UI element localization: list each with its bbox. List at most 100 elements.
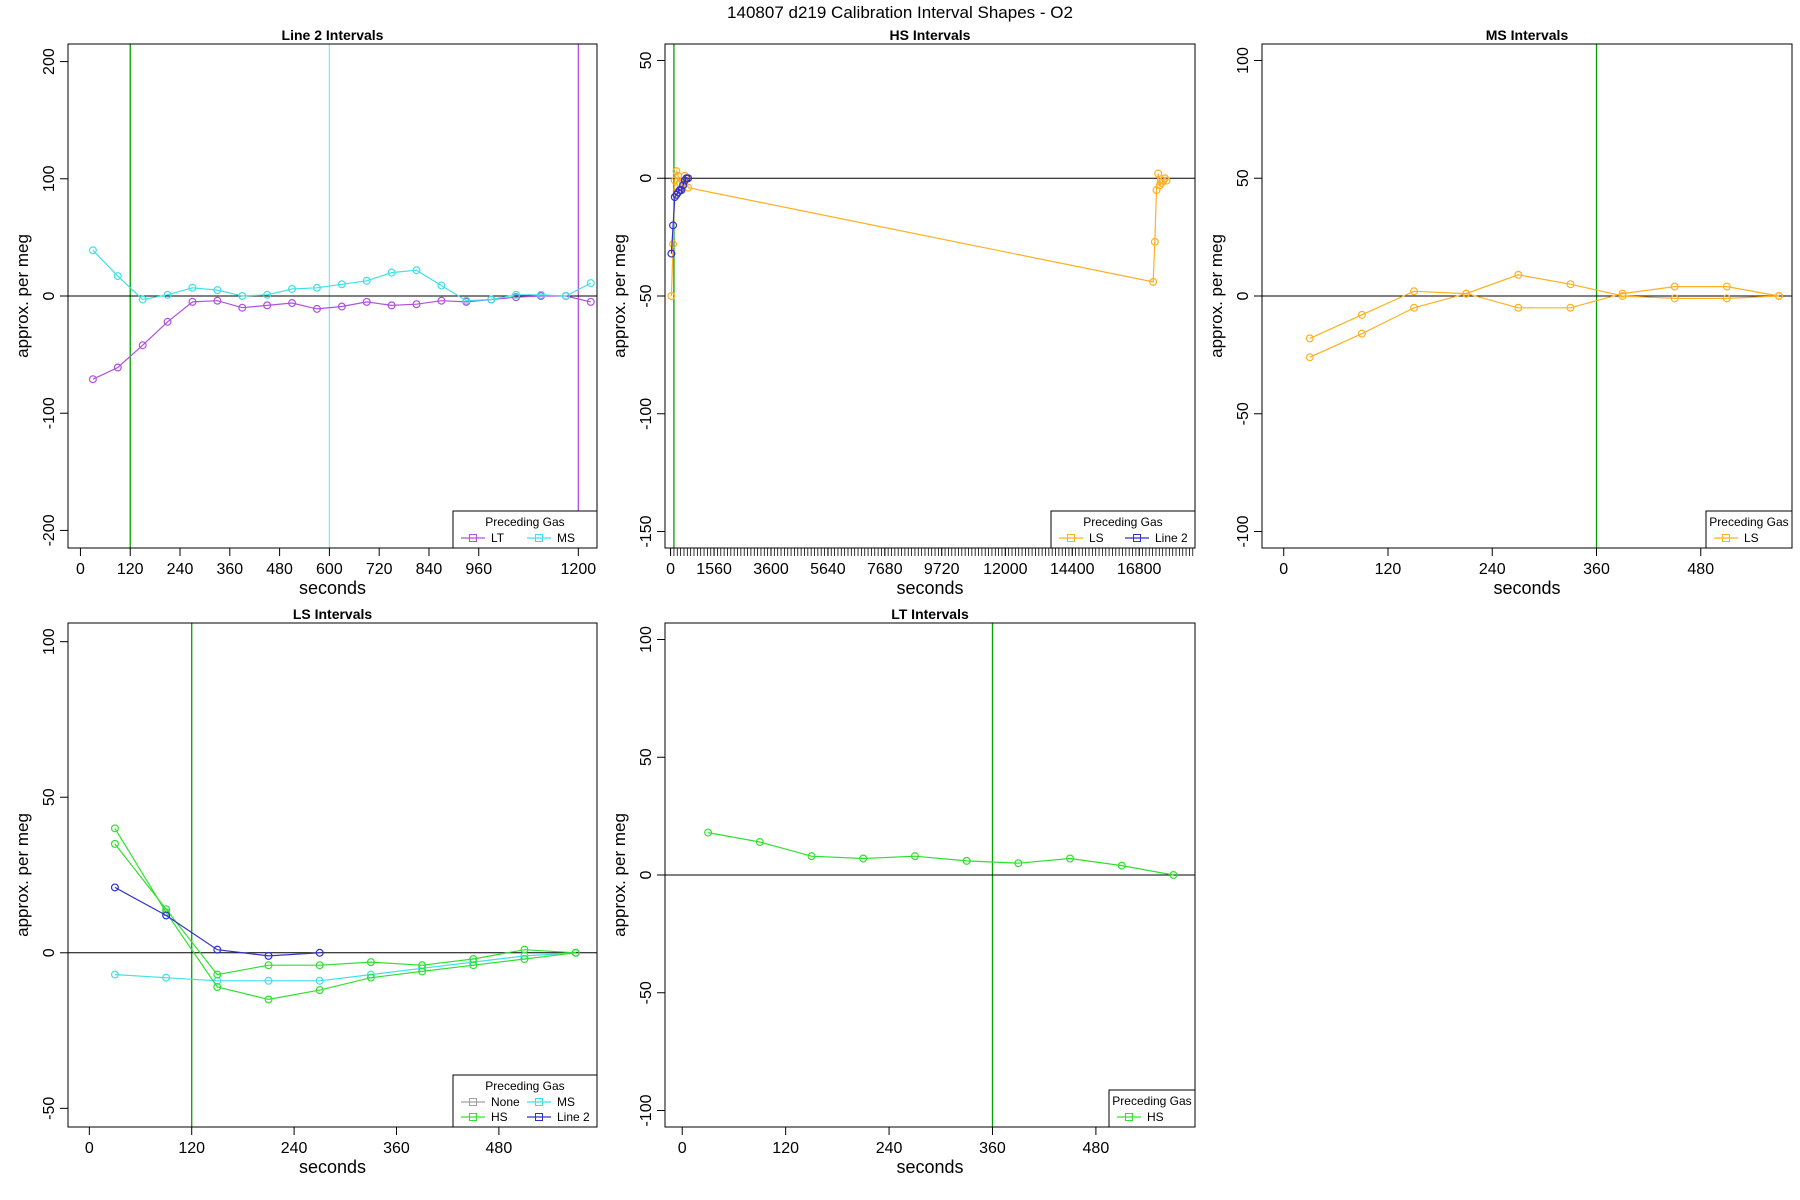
data-point (1066, 854, 1075, 863)
data-point (264, 951, 273, 960)
series-line (114, 827, 576, 1001)
y-axis-label: approx. per meg (610, 813, 629, 937)
data-point (1154, 169, 1163, 178)
data-point (263, 301, 272, 310)
data-point (1722, 282, 1731, 291)
data-point (312, 304, 321, 313)
y-tick-label: 50 (638, 748, 655, 766)
data-point (1162, 176, 1171, 185)
x-axis-label: seconds (896, 1157, 963, 1177)
data-point (684, 183, 693, 192)
y-tick-label: -50 (1235, 402, 1252, 425)
data-point (264, 976, 273, 985)
data-point (1160, 174, 1169, 183)
data-point (859, 854, 868, 863)
x-tick-label: 0 (76, 561, 85, 578)
data-point (684, 174, 693, 183)
data-point (667, 292, 676, 301)
legend-marker (1722, 534, 1730, 542)
y-tick-label: 0 (1235, 291, 1252, 300)
data-point (910, 852, 919, 861)
y-tick-label: 50 (41, 788, 58, 806)
data-point (188, 297, 197, 306)
data-point (586, 279, 595, 288)
chart-panel: LS Intervals 0 120 240 360 480 seconds -50 0 50 10… (13, 606, 598, 1177)
legend-title: Preceding Gas (485, 515, 564, 529)
y-tick-label: 50 (1235, 169, 1252, 187)
data-point (264, 961, 273, 970)
legend-label: Line 2 (557, 1110, 590, 1124)
legend-label: LS (1744, 531, 1759, 545)
y-tick-label: 50 (638, 52, 655, 70)
data-point (469, 954, 478, 963)
x-axis-label: seconds (1493, 578, 1560, 598)
chart-panel: Line 2 Intervals 0 120 240 360 480 600 720 840 96… (13, 27, 598, 598)
x-tick-label: 1200 (561, 561, 597, 578)
data-point (1150, 237, 1159, 246)
y-tick-label: 0 (41, 291, 58, 300)
y-tick-label: -100 (638, 1094, 655, 1126)
x-tick-label: 360 (979, 1140, 1006, 1157)
legend: Preceding Gas LT MS (452, 510, 598, 549)
data-point (1305, 334, 1314, 343)
data-point (1618, 289, 1627, 298)
y-tick-label: -50 (41, 1097, 58, 1120)
chart-title: LT Intervals (891, 606, 969, 622)
data-point (1566, 280, 1575, 289)
data-point (1117, 861, 1126, 870)
chart-title: HS Intervals (890, 27, 971, 43)
data-point (1618, 292, 1627, 301)
data-point (238, 292, 247, 301)
data-point (110, 824, 119, 833)
x-tick-label: 0 (85, 1140, 94, 1157)
data-point (755, 838, 764, 847)
data-point (138, 295, 147, 304)
series-line (114, 952, 576, 982)
data-point (679, 181, 688, 190)
series-line (670, 168, 1167, 297)
legend-label: None (491, 1095, 520, 1109)
x-tick-label: 120 (117, 561, 144, 578)
legend-marker (535, 1113, 543, 1121)
data-point (1014, 859, 1023, 868)
legend: Preceding Gas HS (1108, 1089, 1196, 1128)
data-point (113, 272, 122, 281)
data-point (962, 856, 971, 865)
data-point (315, 976, 324, 985)
data-point (213, 296, 222, 305)
data-point (366, 973, 375, 982)
data-point (315, 961, 324, 970)
data-point (110, 839, 119, 848)
y-axis-label: approx. per meg (1207, 234, 1226, 358)
data-point (437, 281, 446, 290)
data-point (213, 945, 222, 954)
data-point (1774, 292, 1783, 301)
series-line (114, 843, 576, 976)
data-point (418, 961, 427, 970)
data-point (1462, 289, 1471, 298)
x-tick-label: 360 (1583, 561, 1610, 578)
y-tick-label: 100 (41, 165, 58, 192)
data-point (412, 266, 421, 275)
data-point (512, 290, 521, 299)
x-tick-label: 480 (486, 1140, 513, 1157)
x-tick-label: 7680 (867, 561, 903, 578)
x-tick-label: 240 (876, 1140, 903, 1157)
legend-marker (535, 534, 543, 542)
data-point (1722, 294, 1731, 303)
legend-marker (469, 534, 477, 542)
x-tick-label: 600 (316, 561, 343, 578)
x-tick-label: 240 (281, 1140, 308, 1157)
data-point (138, 341, 147, 350)
data-point (462, 296, 471, 305)
y-axis-label: approx. per meg (610, 234, 629, 358)
x-tick-label: 120 (1375, 561, 1402, 578)
legend-marker (1067, 534, 1075, 542)
legend-label: Line 2 (1155, 531, 1188, 545)
data-point (520, 954, 529, 963)
legend: Preceding Gas None MS HS Line 2 (452, 1074, 598, 1128)
legend-label: MS (557, 531, 575, 545)
data-point (362, 276, 371, 285)
y-tick-label: -100 (638, 398, 655, 430)
legend-marker (1133, 534, 1141, 542)
